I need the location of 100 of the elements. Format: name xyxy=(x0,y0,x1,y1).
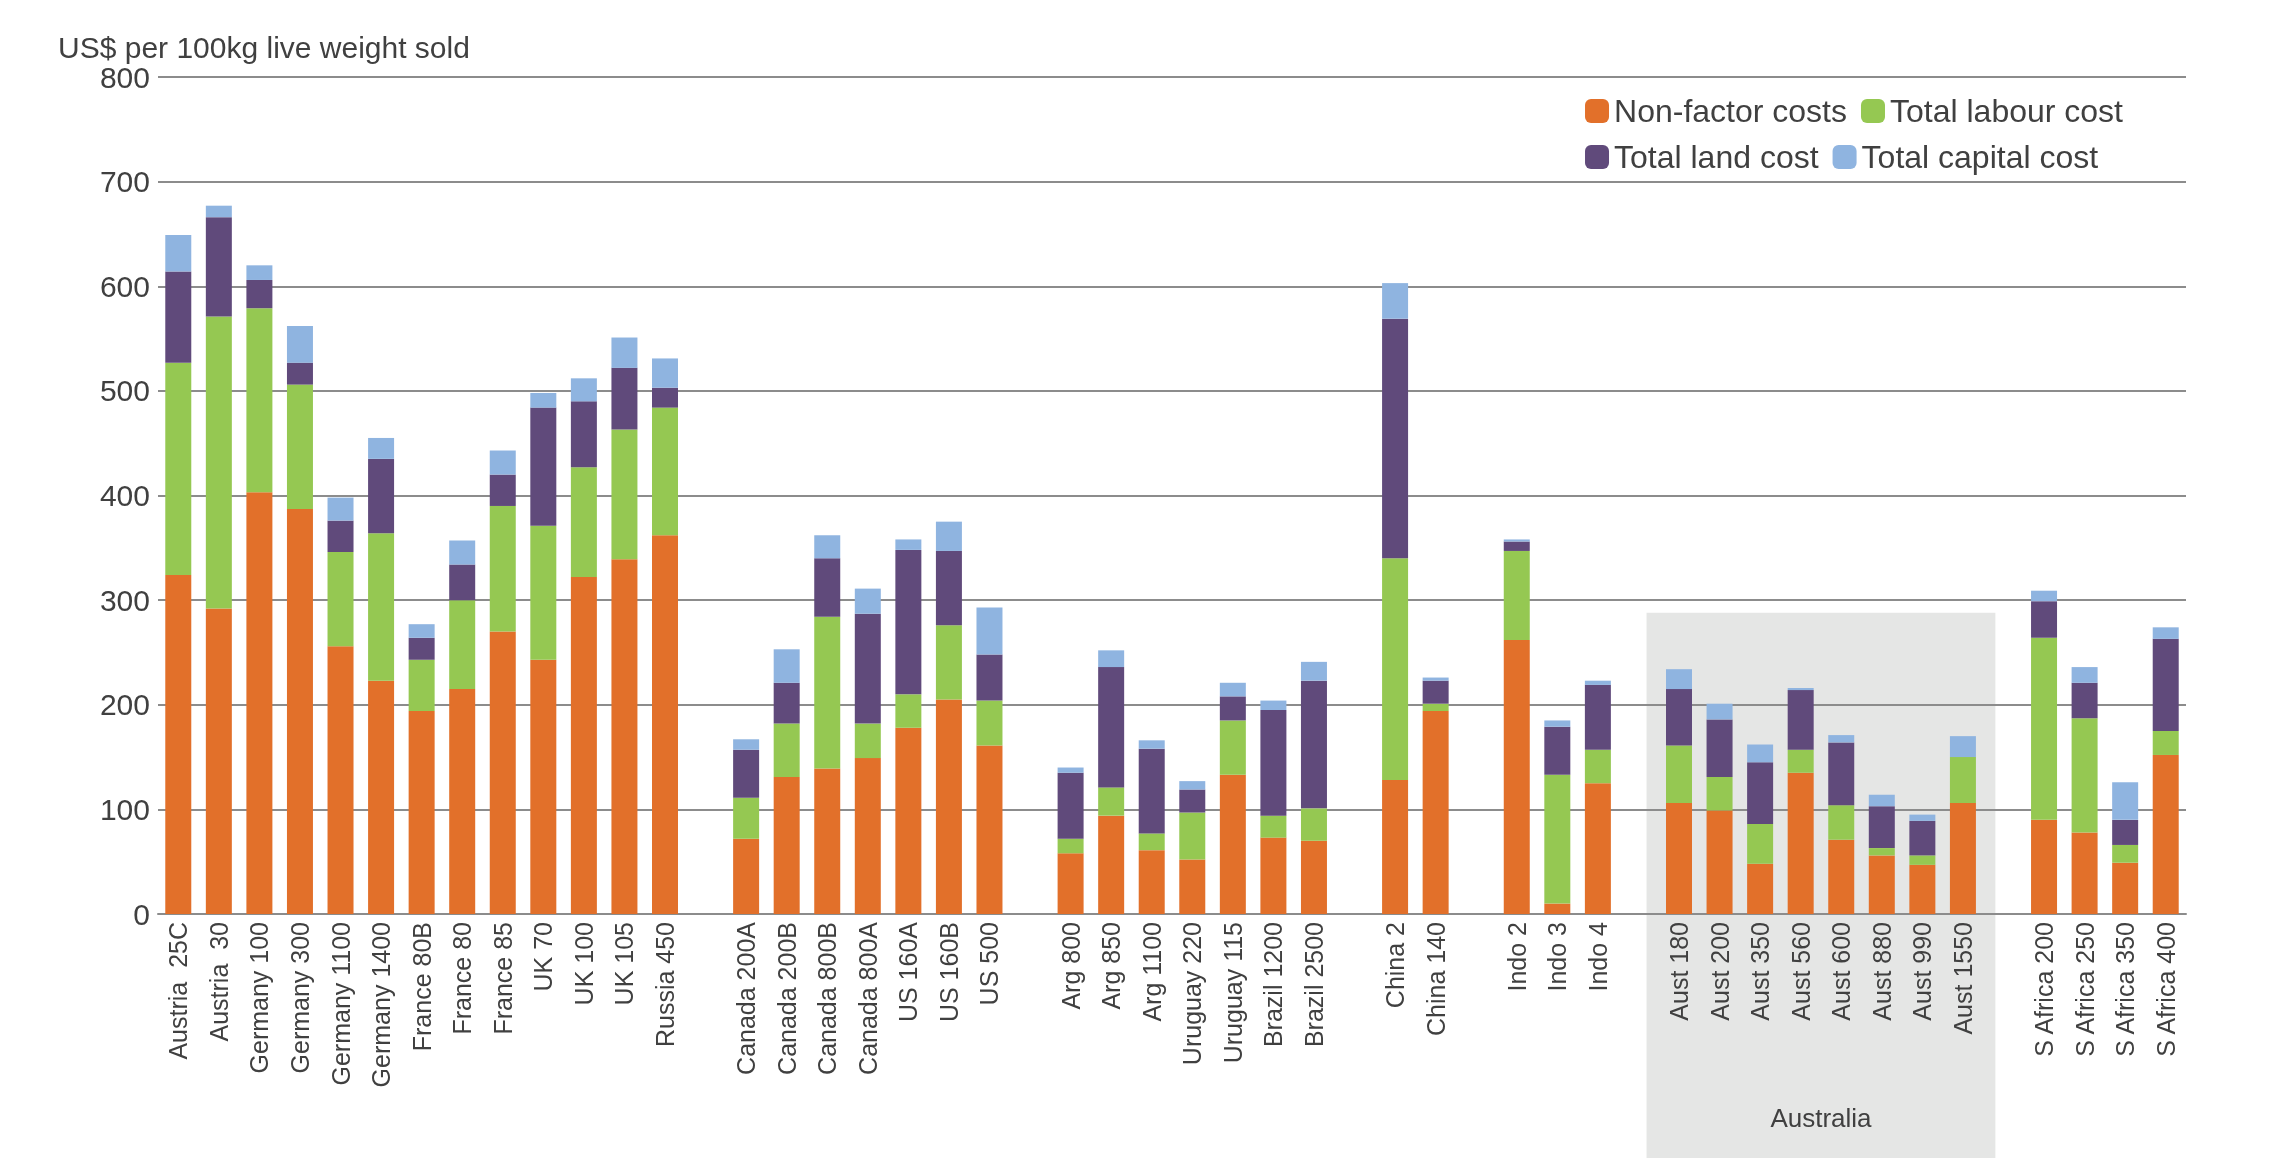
bar xyxy=(246,279,273,309)
bar xyxy=(814,535,841,559)
x-tick-label: Uruguay 115 xyxy=(1218,922,1247,1064)
bar xyxy=(1422,703,1449,712)
y-tick-label: 0 xyxy=(133,897,150,931)
bar xyxy=(773,682,800,724)
bar xyxy=(935,699,962,914)
bar xyxy=(895,694,922,728)
bar xyxy=(2112,844,2139,863)
x-tick-label: Indo 2 xyxy=(1502,922,1531,992)
bar xyxy=(1868,806,1895,849)
bar xyxy=(1098,667,1125,788)
bar xyxy=(165,271,192,363)
bar xyxy=(408,659,435,712)
bar xyxy=(1382,283,1409,319)
bar xyxy=(854,758,881,914)
x-tick-label: Arg 850 xyxy=(1097,922,1126,1010)
x-tick-label: China 2 xyxy=(1381,922,1410,1009)
bar xyxy=(2112,819,2139,845)
bar xyxy=(1179,812,1206,860)
bar xyxy=(895,549,922,695)
x-tick-label: France 80 xyxy=(448,922,477,1035)
x-tick-label: Russia 450 xyxy=(651,922,679,1048)
bar xyxy=(449,564,476,601)
bar xyxy=(1260,837,1287,914)
legend-label: Non-factor costs xyxy=(1614,93,1847,129)
bar xyxy=(1747,824,1774,864)
y-tick-label: 200 xyxy=(99,688,150,722)
x-tick-label: Canada 200B xyxy=(772,922,801,1075)
bar xyxy=(165,234,192,272)
x-tick-label: Austria 30 xyxy=(204,922,233,1042)
bar xyxy=(1949,757,1976,804)
bar xyxy=(1179,789,1206,813)
bar xyxy=(1909,814,1936,821)
x-tick-label: Aust 200 xyxy=(1705,922,1734,1021)
bar xyxy=(1584,684,1611,750)
bar xyxy=(1382,780,1409,914)
bar xyxy=(530,407,557,526)
bar xyxy=(570,467,597,578)
bar xyxy=(1382,318,1409,559)
x-tick-label: UK 105 xyxy=(610,922,639,1006)
bar xyxy=(2031,590,2058,602)
bar xyxy=(530,525,557,660)
x-tick-label: Canada 200A xyxy=(732,921,761,1075)
bar xyxy=(1666,745,1692,804)
bar xyxy=(408,624,435,638)
bar xyxy=(1666,803,1692,914)
bar xyxy=(1828,805,1855,840)
bar xyxy=(246,265,273,280)
bar xyxy=(611,559,638,914)
bar xyxy=(1706,776,1733,811)
bar xyxy=(489,450,516,475)
bar xyxy=(2031,601,2058,638)
bar xyxy=(1057,853,1084,914)
bar xyxy=(489,505,516,632)
bar xyxy=(976,745,1003,914)
bar xyxy=(1787,772,1814,914)
bar xyxy=(1382,558,1409,781)
bar xyxy=(570,577,597,914)
y-tick-label: 400 xyxy=(99,479,150,512)
legend-label: Total land cost xyxy=(1614,139,1819,175)
bar xyxy=(1747,762,1774,825)
bar xyxy=(1422,680,1449,704)
bar xyxy=(1747,863,1774,914)
bar xyxy=(1544,726,1571,775)
bar xyxy=(2112,782,2139,820)
bar xyxy=(327,552,354,647)
bar xyxy=(2071,832,2098,914)
x-tick-label: China 140 xyxy=(1421,922,1450,1036)
x-tick-label: S Africa 250 xyxy=(2070,922,2099,1057)
bar xyxy=(1300,661,1327,681)
x-tick-label: Germany 100 xyxy=(245,922,274,1074)
bar xyxy=(1260,709,1287,816)
bar xyxy=(1300,840,1327,914)
bar xyxy=(570,378,597,402)
bar xyxy=(2071,667,2098,683)
bar xyxy=(489,474,516,506)
bar xyxy=(165,362,192,576)
x-tick-label: S Africa 350 xyxy=(2111,922,2140,1057)
bar xyxy=(652,387,678,408)
bar xyxy=(1503,539,1530,542)
bar xyxy=(1787,688,1814,691)
bar xyxy=(733,797,760,839)
bar xyxy=(733,838,760,914)
bar xyxy=(976,654,1003,701)
x-tick-label: Brazil 2500 xyxy=(1299,922,1328,1048)
bar xyxy=(1260,815,1287,838)
bar xyxy=(773,649,800,683)
bar xyxy=(408,637,435,660)
bar xyxy=(368,458,395,534)
bar xyxy=(814,616,841,769)
bar xyxy=(976,607,1003,655)
bar xyxy=(286,384,313,510)
bar xyxy=(449,540,476,565)
bar xyxy=(1219,696,1246,721)
bar xyxy=(1666,689,1692,746)
bar xyxy=(2152,638,2179,731)
bar xyxy=(1544,720,1571,727)
bar xyxy=(1503,541,1530,551)
x-tick-label: Uruguay 220 xyxy=(1178,922,1207,1066)
